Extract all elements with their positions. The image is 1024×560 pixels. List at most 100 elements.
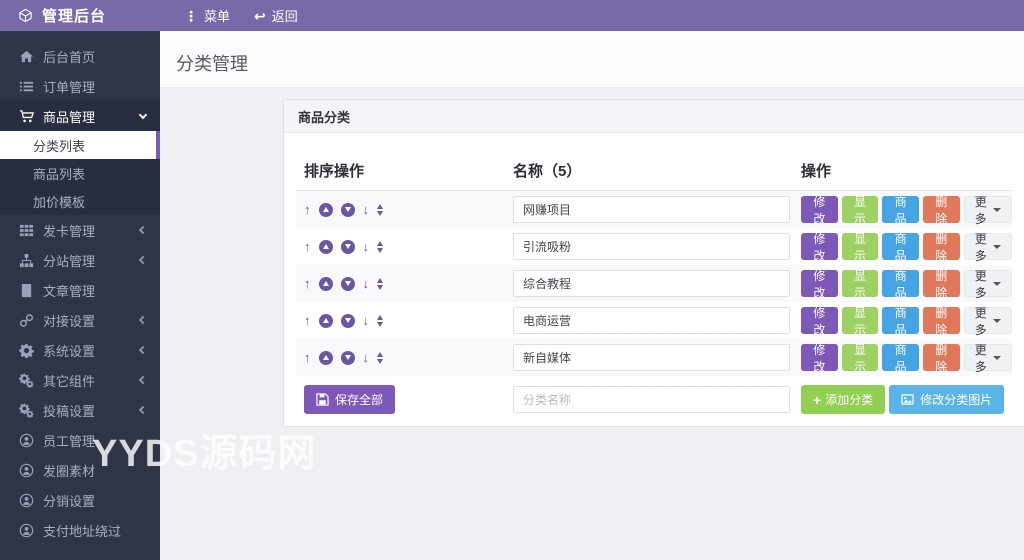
move-top-icon[interactable]: ↑ [304,239,311,254]
sidebar-item-articles[interactable]: 文章管理 [0,275,160,305]
sidebar-item-product-list[interactable]: 商品列表 [0,159,160,187]
modify-button[interactable]: 修改 [801,269,838,300]
sidebar-item-category-list[interactable]: 分类列表 [0,131,160,159]
move-bottom-icon[interactable]: ↓ [362,350,370,365]
home-icon [19,50,34,62]
sidebar-item-products[interactable]: 商品管理 [0,101,160,131]
show-button[interactable]: 显示 [841,343,879,374]
sidebar-item-distribution[interactable]: 分销设置 [0,485,160,515]
category-name-input[interactable] [513,307,790,334]
product-button[interactable]: 商品 [882,343,919,374]
more-button[interactable]: 更多 [963,232,1012,263]
product-button[interactable]: 商品 [882,306,919,337]
sidebar-subitem-label: 分类列表 [33,138,86,154]
delete-button[interactable]: 删除 [922,232,960,263]
product-button[interactable]: 商品 [882,195,919,226]
user-icon [19,493,34,507]
delete-button[interactable]: 删除 [922,195,960,226]
move-down-icon[interactable] [340,313,355,328]
app-brand[interactable]: 管理后台 [0,0,160,31]
move-down-icon[interactable] [340,350,355,365]
sidebar-item-home[interactable]: 后台首页 [0,41,160,71]
sidebar-subitem-label: 商品列表 [33,166,86,182]
product-button[interactable]: 商品 [882,232,919,263]
move-down-icon[interactable] [340,202,355,217]
more-button[interactable]: 更多 [963,306,1012,337]
category-name-input[interactable] [513,196,790,223]
column-header-sort: 排序操作 [304,162,365,180]
move-down-icon[interactable] [340,239,355,254]
save-all-label: 保存全部 [335,393,384,407]
main-content: 分类管理 商品分类 排序操作 名称（5） 操作 ↑ ↓ 修改 [160,31,1024,560]
modify-button[interactable]: 修改 [801,195,838,226]
move-top-icon[interactable]: ↑ [304,202,311,217]
move-up-icon[interactable] [318,202,333,217]
move-top-icon[interactable]: ↑ [304,313,311,328]
move-up-icon[interactable] [318,313,333,328]
sidebar-item-staff[interactable]: 员工管理 [0,425,160,455]
more-button[interactable]: 更多 [963,343,1012,374]
sidebar-item-other-components[interactable]: 其它组件 [0,365,160,395]
floppy-icon [316,393,329,406]
show-button[interactable]: 显示 [841,269,879,300]
delete-button[interactable]: 删除 [922,343,960,374]
new-category-input[interactable] [513,386,790,413]
save-all-button[interactable]: 保存全部 [304,385,396,414]
category-name-input[interactable] [513,344,790,371]
menu-button[interactable]: ⋮ 菜单 [172,0,242,31]
product-button[interactable]: 商品 [882,269,919,300]
modify-button[interactable]: 修改 [801,306,838,337]
move-up-icon[interactable] [318,350,333,365]
cart-icon [19,109,34,122]
modify-button[interactable]: 修改 [801,232,838,263]
sidebar-item-moments-material[interactable]: 发圈素材 [0,455,160,485]
sidebar-item-markup-template[interactable]: 加价模板 [0,187,160,215]
move-down-icon[interactable] [340,276,355,291]
table-row: ↑ ↓ 修改 显示 商品 删除 更多 [296,339,1012,376]
show-button[interactable]: 显示 [841,232,879,263]
sort-icon[interactable] [377,203,383,216]
sort-icon[interactable] [377,314,383,327]
sidebar-item-docking[interactable]: 对接设置 [0,305,160,335]
move-bottom-icon[interactable]: ↓ [362,313,370,328]
more-button[interactable]: 更多 [963,269,1012,300]
sidebar-item-system-settings[interactable]: 系统设置 [0,335,160,365]
move-bottom-icon[interactable]: ↓ [362,239,370,254]
show-button[interactable]: 显示 [841,306,879,337]
delete-button[interactable]: 删除 [922,269,960,300]
move-up-icon[interactable] [318,239,333,254]
move-bottom-icon[interactable]: ↓ [362,276,370,291]
sort-icon[interactable] [377,240,383,253]
sidebar-item-submission-settings[interactable]: 投稿设置 [0,395,160,425]
grid-icon [19,224,34,236]
move-up-icon[interactable] [318,276,333,291]
caret-down-icon [993,281,1001,286]
caret-down-icon [993,207,1001,212]
table-row: ↑ ↓ 修改 显示 商品 删除 更多 [296,191,1012,228]
more-button[interactable]: 更多 [963,195,1012,226]
sidebar-item-payment-bypass[interactable]: 支付地址绕过 [0,515,160,545]
sidebar-item-label: 分站管理 [43,253,96,269]
category-name-input[interactable] [513,233,790,260]
show-button[interactable]: 显示 [841,195,879,226]
delete-button[interactable]: 删除 [922,306,960,337]
move-top-icon[interactable]: ↑ [304,350,311,365]
sidebar-item-orders[interactable]: 订单管理 [0,71,160,101]
sidebar-item-label: 其它组件 [43,373,96,389]
add-category-button[interactable]: + 添加分类 [801,385,886,414]
user-icon [19,433,34,447]
sort-icon[interactable] [377,351,383,364]
edit-category-images-button[interactable]: 修改分类图片 [889,385,1005,414]
move-top-icon[interactable]: ↑ [304,276,311,291]
move-bottom-icon[interactable]: ↓ [362,202,370,217]
sidebar-item-substations[interactable]: 分站管理 [0,245,160,275]
sort-icon[interactable] [377,277,383,290]
back-button[interactable]: ↩ 返回 [242,0,310,31]
cube-icon [18,8,33,23]
user-icon [19,463,34,477]
modify-button[interactable]: 修改 [801,343,838,374]
chevron-left-icon [138,405,148,415]
more-label: 更多 [974,305,987,337]
sidebar-item-cards[interactable]: 发卡管理 [0,215,160,245]
category-name-input[interactable] [513,270,790,297]
